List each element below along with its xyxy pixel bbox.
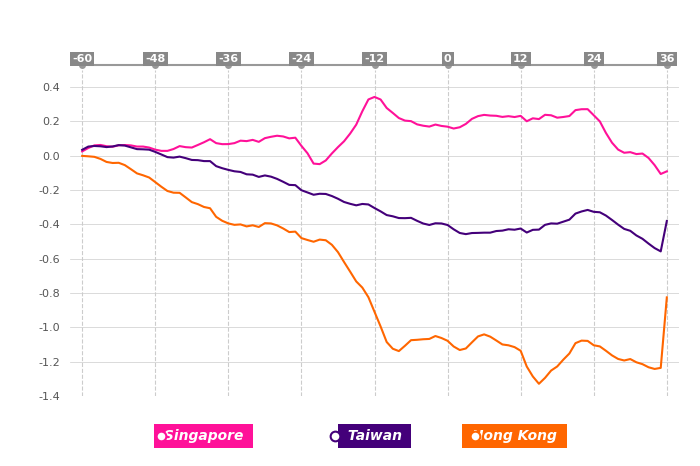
Text: -36: -36 [218, 54, 239, 64]
Text: -12: -12 [365, 54, 384, 64]
Text: -24: -24 [291, 54, 312, 64]
Text: Hong Kong: Hong Kong [467, 429, 562, 443]
Text: Singapore: Singapore [160, 429, 248, 443]
Text: 0: 0 [444, 54, 452, 64]
Text: -48: -48 [145, 54, 165, 64]
Text: 12: 12 [513, 54, 528, 64]
Text: Monthly Cumulative Abnormal Stock Return (CAR) around Chinese Family Firm Succes: Monthly Cumulative Abnormal Stock Return… [27, 32, 673, 42]
Text: -60: -60 [72, 54, 92, 64]
Text: 36: 36 [659, 54, 675, 64]
Text: 24: 24 [586, 54, 601, 64]
Text: Taiwan: Taiwan [342, 429, 407, 443]
